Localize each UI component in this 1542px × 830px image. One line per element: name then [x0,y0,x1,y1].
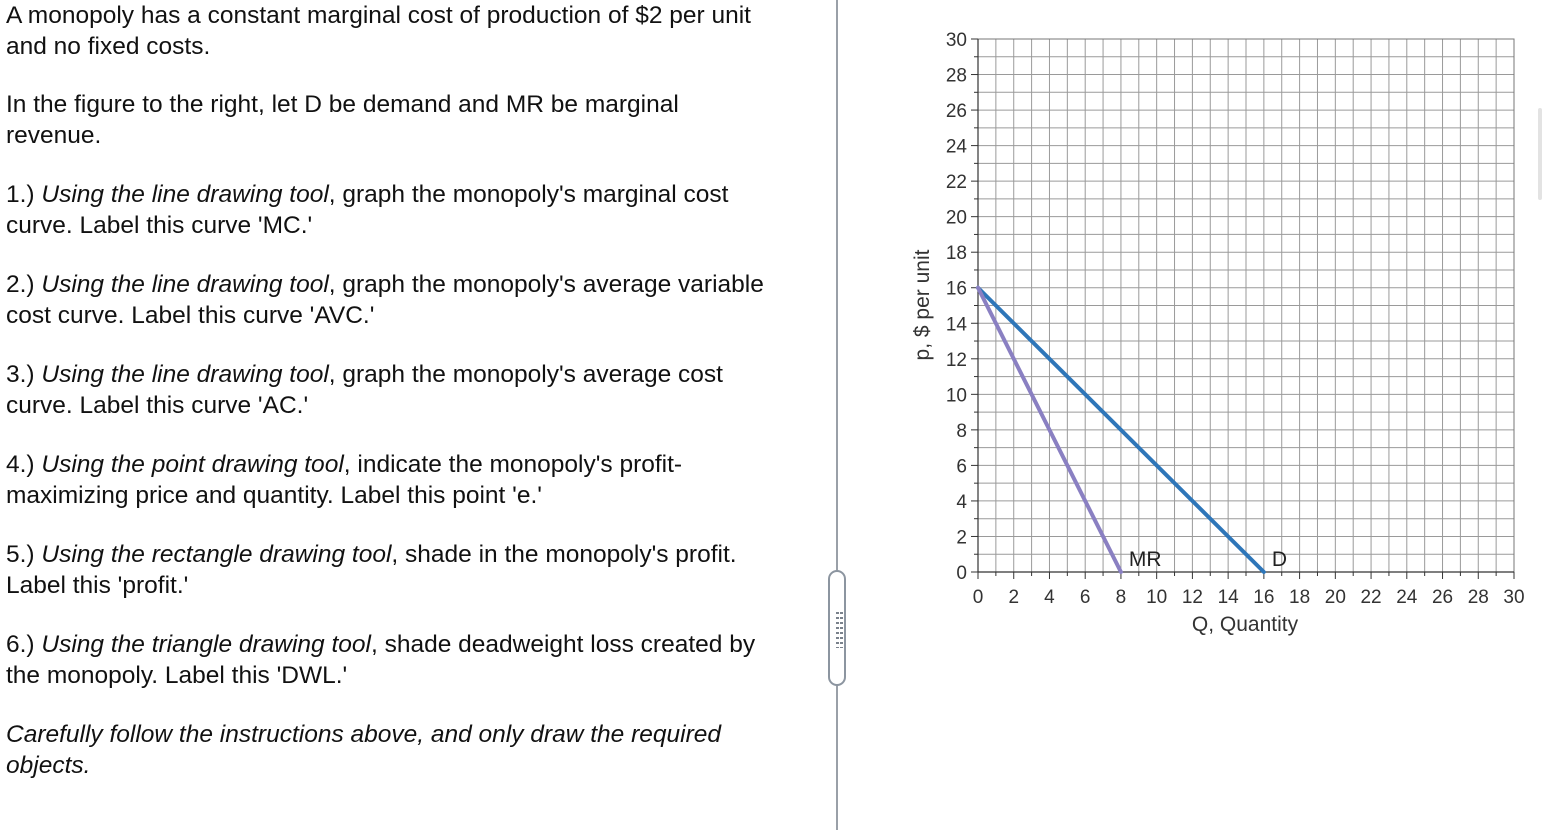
instruction-2: 2.) Using the line drawing tool, graph t… [6,271,764,329]
y-tick-label: 10 [946,385,967,406]
x-tick-label: 28 [1468,587,1489,608]
y-axis-label: p, $ per unit [911,249,934,360]
y-tick-label: 14 [946,314,968,335]
chart-grid [977,38,1515,573]
y-tick-label: 8 [956,421,967,442]
y-tick-label: 2 [956,527,967,548]
problem-intro: A monopoly has a constant marginal cost … [6,2,751,60]
grip-dots-icon [836,612,839,648]
chart-series: D MR [976,285,1287,574]
closing-note: Carefully follow the instructions above,… [6,721,721,779]
curve-label-d: D [1272,548,1287,571]
y-tick-label: 12 [946,350,967,371]
x-tick-label: 12 [1182,587,1203,608]
x-tick-label: 26 [1432,587,1453,608]
y-tick-label: 16 [946,279,967,300]
panel-divider [836,0,838,830]
y-tick-label: 0 [956,563,967,584]
instruction-3: 3.) Using the line drawing tool, graph t… [6,361,723,419]
x-tick-label: 2 [1008,587,1019,608]
y-tick-label: 30 [946,30,967,51]
y-tick-label: 6 [956,456,967,477]
instruction-6: 6.) Using the triangle drawing tool, sha… [6,631,756,689]
panel-resize-handle[interactable] [828,570,846,686]
y-tick-label: 18 [946,243,967,264]
scrollbar[interactable] [1538,108,1542,200]
x-tick-label: 10 [1146,587,1167,608]
x-axis-label: Q, Quantity [1192,613,1299,636]
figure-description: In the figure to the right, let D be dem… [6,91,679,149]
instruction-4: 4.) Using the point drawing tool, indica… [6,451,683,509]
x-tick-label: 24 [1396,587,1418,608]
x-tick-label: 30 [1503,587,1524,608]
x-tick-label: 18 [1289,587,1310,608]
curve-mr [976,285,1123,574]
x-tick-label: 0 [973,587,984,608]
x-tick-label: 20 [1325,587,1346,608]
curve-label-mr: MR [1129,548,1162,571]
y-tick-label: 26 [946,101,967,122]
x-tick-label: 4 [1044,587,1055,608]
y-tick-label: 24 [946,137,968,158]
x-tick-label: 8 [1116,587,1127,608]
x-tick-label: 22 [1360,587,1381,608]
grip-dots-icon [840,612,843,648]
y-tick-label: 20 [946,208,967,229]
y-tick-label: 28 [946,66,967,87]
instruction-1: 1.) Using the line drawing tool, graph t… [6,181,729,239]
x-tick-label: 16 [1253,587,1274,608]
x-tick-label: 14 [1218,587,1240,608]
instruction-5: 5.) Using the rectangle drawing tool, sh… [6,541,737,599]
y-tick-label: 4 [956,492,967,513]
chart-ticks: 0 2 4 6 8 10 12 14 16 18 20 22 24 26 28 300246810121416… [946,30,1525,608]
x-tick-label: 6 [1080,587,1091,608]
y-tick-label: 22 [946,172,967,193]
curve-d [976,285,1266,574]
